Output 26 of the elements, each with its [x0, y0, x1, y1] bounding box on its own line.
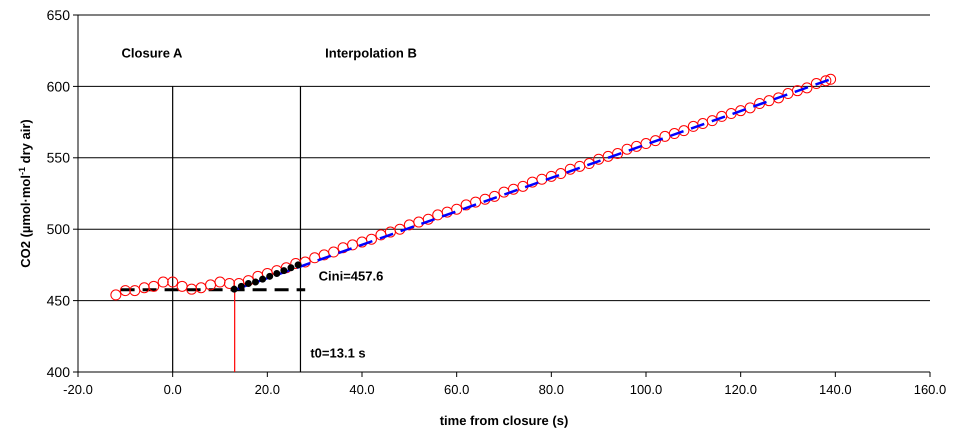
x-tick-label: 160.0 — [914, 382, 946, 397]
y-tick-label: 500 — [46, 221, 70, 238]
x-tick-label: 120.0 — [724, 382, 757, 397]
x-tick-label: 20.0 — [254, 382, 280, 397]
point — [288, 264, 294, 272]
x-tick-label: 0.0 — [164, 382, 182, 397]
y-tick-label: 400 — [46, 364, 70, 380]
annotation: t0=13.1 s — [310, 346, 366, 361]
y-tick-label: 650 — [46, 6, 70, 23]
x-tick-label: 80.0 — [538, 382, 564, 397]
x-tick-label: 40.0 — [349, 382, 375, 397]
annotation: Interpolation B — [325, 46, 417, 61]
y-tick-label: 600 — [46, 78, 70, 94]
x-tick-label: -20.0 — [63, 382, 93, 397]
x-tick-label: 100.0 — [630, 382, 662, 397]
point — [273, 270, 280, 277]
annotation: Cini=457.6 — [318, 268, 384, 284]
y-tick-label: 550 — [46, 150, 70, 166]
annotation: Closure A — [122, 46, 184, 61]
y-tick-label: 450 — [46, 292, 70, 308]
x-tick-label: 140.0 — [819, 382, 852, 397]
point — [259, 276, 266, 283]
point — [230, 286, 238, 293]
x-tick-label: 60.0 — [444, 382, 470, 397]
x-axis-title: time from closure (s) — [440, 413, 568, 428]
point — [252, 278, 259, 286]
